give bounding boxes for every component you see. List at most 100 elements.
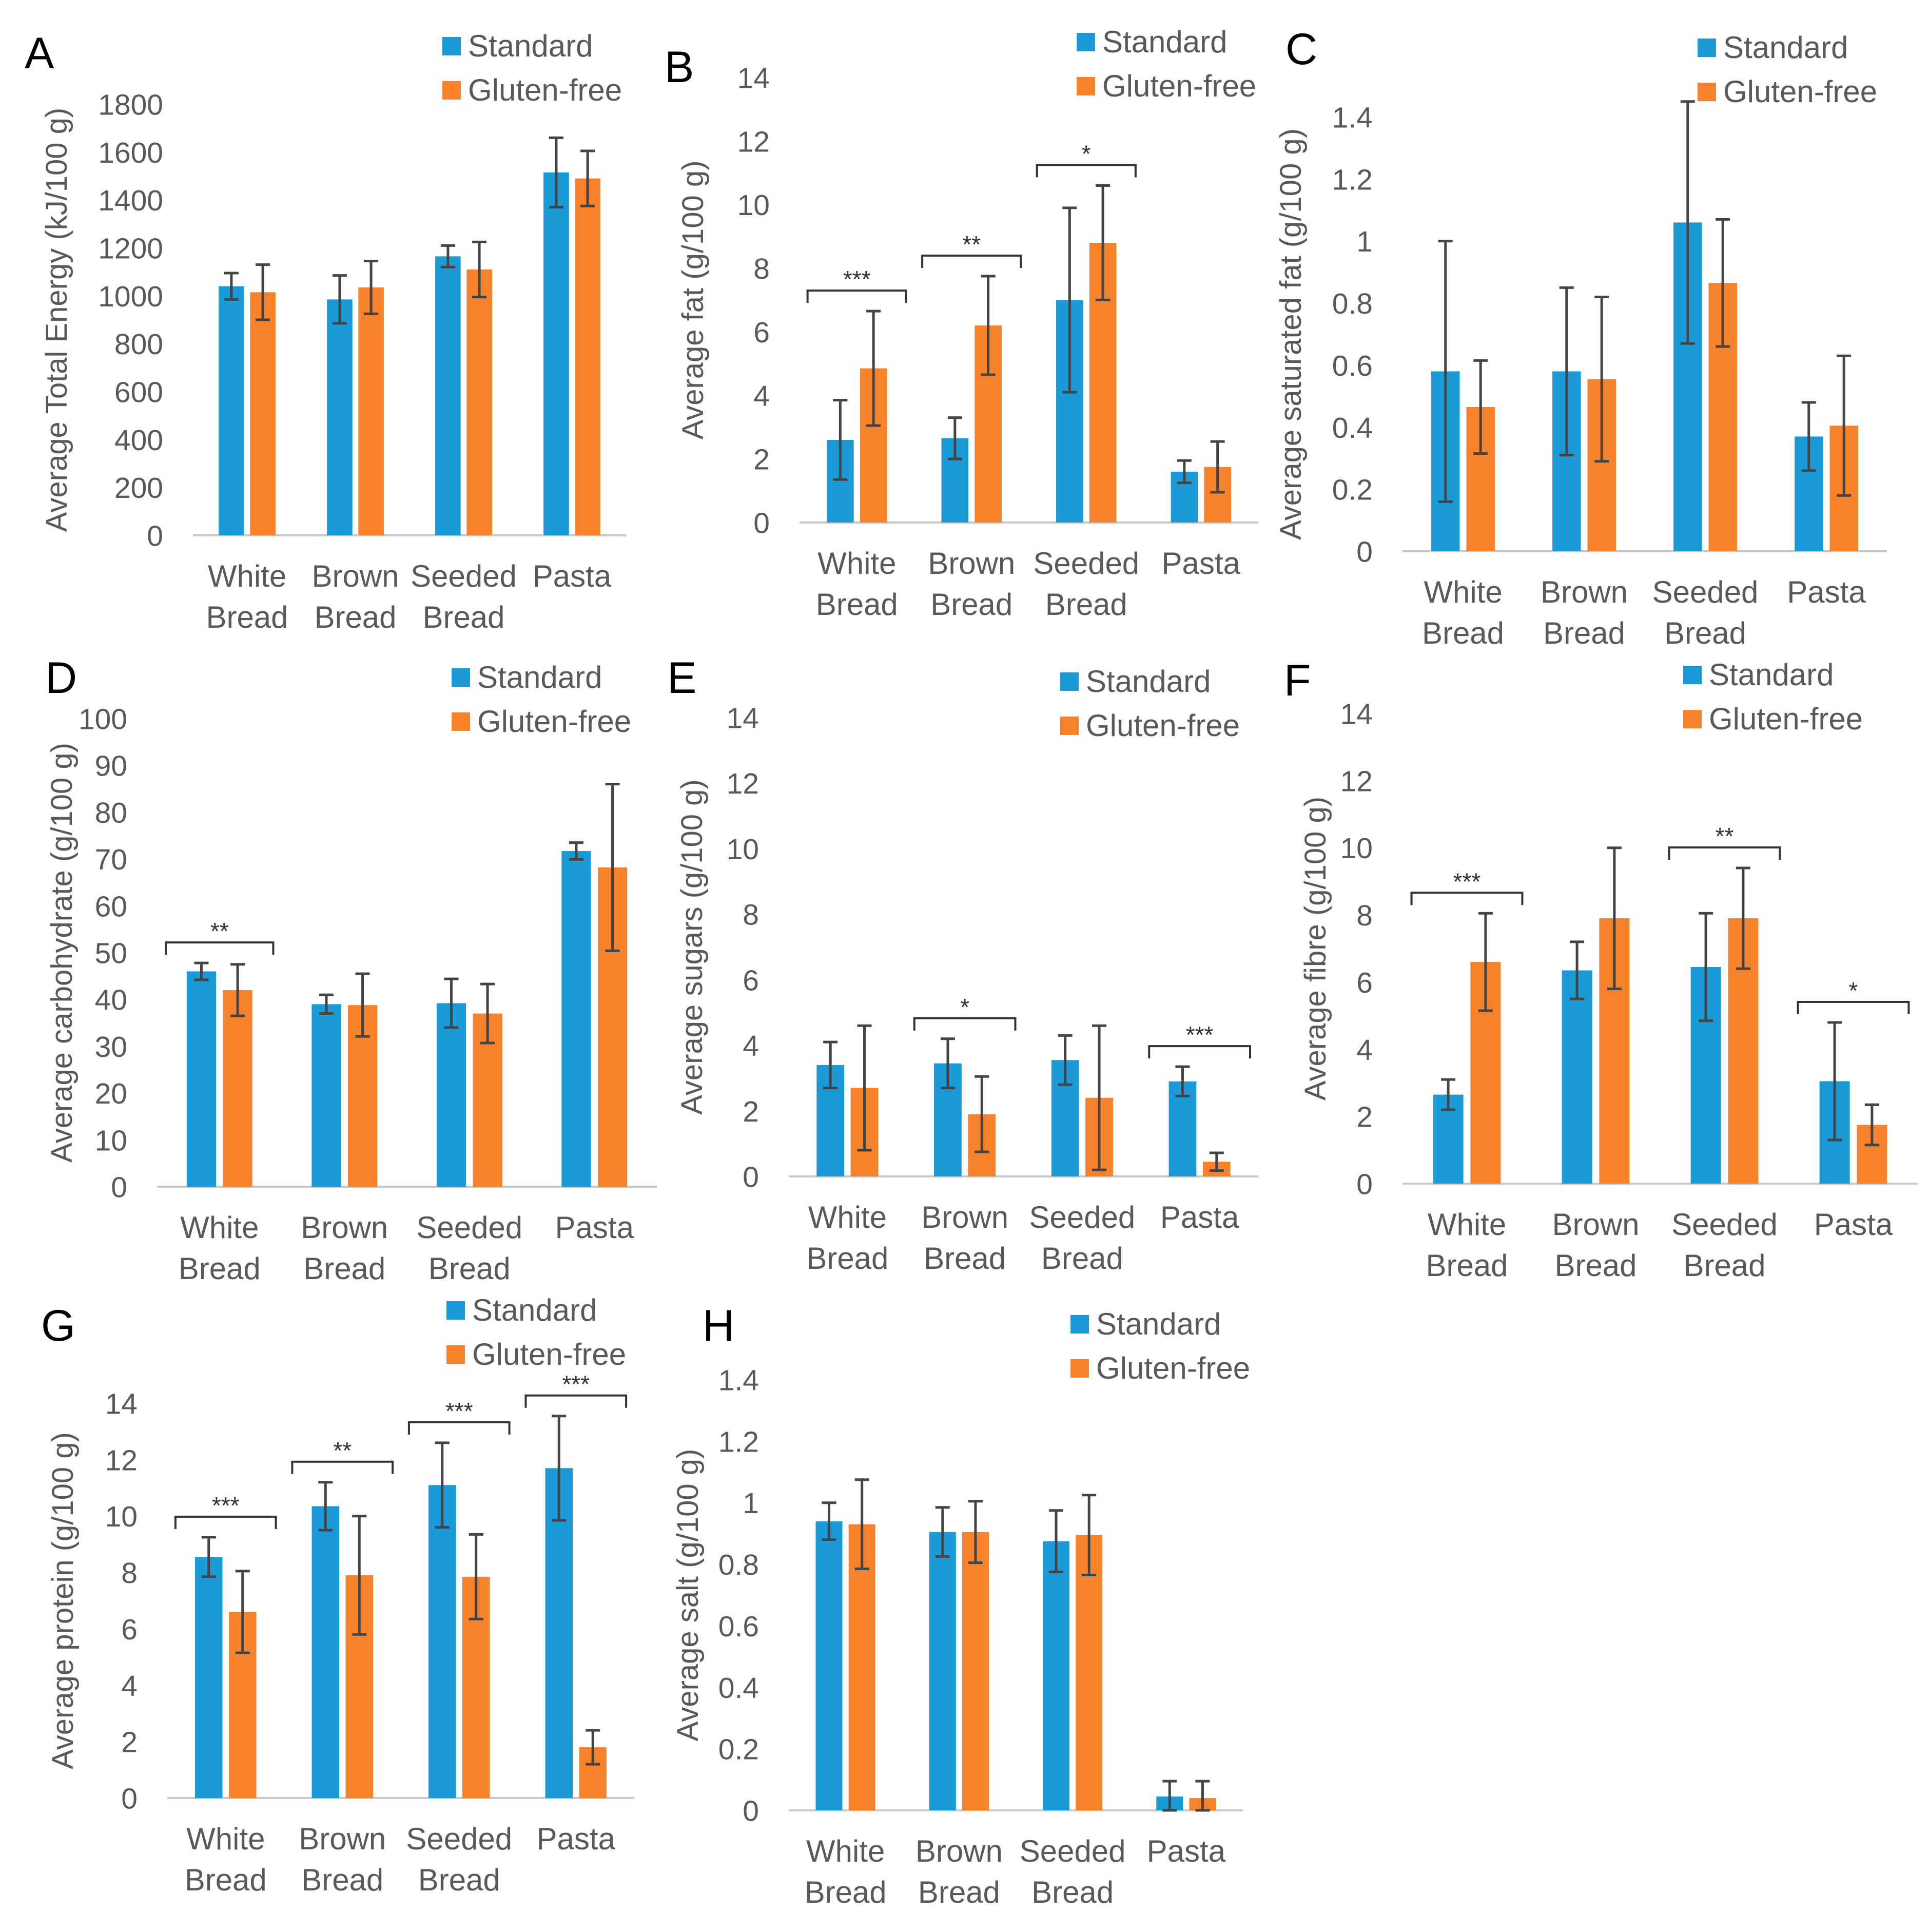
category-label: White Bread: [806, 1200, 888, 1276]
y-axis-title: Average salt (g/100 g): [671, 1449, 705, 1742]
panel-e: E 0 2 4 6 8 10 12 14 Average sugars (g/100 g) Whit…: [667, 653, 1258, 1276]
significance-bracket: [174, 1515, 277, 1529]
significance-label: **: [1716, 823, 1734, 849]
y-axis-title: Average protein (g/100 g): [46, 1432, 80, 1769]
legend-label: Gluten-free: [468, 73, 622, 107]
y-tick-label: 6: [1356, 967, 1373, 999]
y-tick-label: 0.2: [1332, 474, 1373, 507]
y-tick-label: 14: [727, 702, 759, 735]
category-label-line: Brown: [928, 546, 1015, 581]
y-tick-label: 12: [727, 767, 759, 800]
category-label: Brown Bread: [928, 546, 1015, 622]
y-axis-title: Average carbohydrate (g/100 g): [45, 743, 79, 1163]
category-label-line: Bread: [1045, 587, 1127, 622]
legend-label: Gluten-free: [1723, 74, 1877, 109]
y-tick-label: 10: [95, 1124, 127, 1157]
category-label-line: Pasta: [1147, 1834, 1226, 1868]
category-label-line: Brown: [921, 1200, 1008, 1234]
category-label-line: White: [1428, 1207, 1506, 1242]
legend-label: Gluten-free: [477, 704, 631, 739]
category-label: Brown Bread: [311, 559, 399, 634]
category-label-line: Seeded: [1671, 1207, 1778, 1242]
y-tick-label: 8: [743, 899, 759, 932]
significance-bracket: [1410, 892, 1524, 905]
category-label-line: Bread: [206, 600, 288, 634]
bar-standard: [436, 1003, 466, 1187]
category-label: Seeded Bread: [406, 1822, 512, 1897]
y-tick-label: 4: [121, 1670, 138, 1703]
y-tick-label: 10: [105, 1500, 138, 1533]
category-label: Brown Bread: [301, 1210, 388, 1286]
legend-label: Gluten-free: [1096, 1351, 1250, 1385]
bar-standard: [311, 1004, 341, 1187]
legend-label: Gluten-free: [1086, 708, 1240, 743]
y-tick-label: 0: [743, 1795, 759, 1828]
legend-swatch-standard: [446, 1301, 465, 1320]
bar-standard: [435, 256, 461, 535]
significance-label: *: [1849, 977, 1858, 1004]
category-label: White Bread: [206, 559, 288, 634]
y-tick-label: 20: [95, 1077, 127, 1110]
legend-label: Standard: [1096, 1307, 1221, 1341]
category-label-line: Bread: [1031, 1875, 1114, 1909]
y-tick-label: 1: [743, 1487, 759, 1520]
category-label-line: Seeded: [411, 559, 517, 593]
y-tick-label: 1800: [98, 89, 163, 122]
significance-label: ***: [1186, 1021, 1214, 1048]
panel-label: D: [45, 653, 77, 703]
y-tick-label: 4: [753, 380, 770, 413]
y-tick-label: 90: [95, 750, 127, 783]
category-label-line: Bread: [918, 1875, 1000, 1909]
y-tick-label: 0.6: [1332, 350, 1373, 382]
bar-standard: [545, 1468, 573, 1798]
panel-g: G 0 2 4 6 8 10 12 14 Average protein (g/100 g) Whi…: [41, 1293, 634, 1897]
category-label: Seeded Bread: [416, 1210, 522, 1286]
category-label: Brown Bread: [1552, 1207, 1639, 1283]
y-tick-label: 30: [95, 1031, 127, 1064]
bar-standard: [428, 1485, 456, 1798]
y-tick-label: 0.4: [718, 1672, 759, 1705]
bar-gluten-free: [848, 1524, 875, 1810]
category-label-line: Seeded: [1020, 1834, 1126, 1868]
category-label-line: Pasta: [1814, 1207, 1893, 1242]
y-tick-label: 4: [1356, 1034, 1373, 1067]
category-label-line: Pasta: [555, 1210, 634, 1245]
legend-swatch-gluten-free: [1698, 83, 1716, 101]
y-tick-label: 0: [111, 1171, 127, 1204]
bar-standard: [327, 299, 353, 535]
legend-label: Standard: [477, 660, 602, 694]
category-label-line: Brown: [299, 1822, 386, 1856]
significance-bracket: [407, 1421, 511, 1435]
category-label-line: White: [186, 1822, 265, 1856]
bar-gluten-free: [962, 1532, 989, 1810]
legend-swatch-standard: [1683, 666, 1702, 684]
y-tick-label: 8: [121, 1557, 138, 1590]
y-tick-label: 1.4: [718, 1364, 759, 1397]
category-label-line: Bread: [428, 1251, 511, 1286]
significance-label: ***: [212, 1492, 240, 1519]
category-label-line: White: [1424, 575, 1502, 609]
significance-label: ***: [1453, 868, 1481, 895]
panel-label: A: [25, 29, 54, 78]
category-label: Brown Bread: [915, 1834, 1003, 1909]
category-label: Seeded Bread: [1020, 1834, 1126, 1909]
panel-f: F 0 2 4 6 8 10 12 14 Average fibre (g/100 g) White…: [1284, 656, 1918, 1283]
category-label-line: Bread: [1422, 616, 1504, 650]
y-tick-label: 1400: [98, 184, 163, 217]
category-label-line: Bread: [806, 1241, 888, 1276]
y-tick-label: 800: [114, 328, 163, 361]
category-label-line: Pasta: [533, 559, 612, 593]
category-label-line: Seeded: [1033, 546, 1139, 581]
y-tick-label: 1200: [98, 233, 163, 265]
y-axis-title: Average Total Energy (kJ/100 g): [40, 108, 73, 532]
y-tick-label: 0: [753, 507, 770, 540]
y-axis-title: Average fat (g/100 g): [676, 161, 710, 440]
legend-swatch-gluten-free: [1683, 710, 1702, 728]
legend-swatch-standard: [452, 668, 470, 687]
y-tick-label: 2: [121, 1726, 138, 1759]
category-label-line: Seeded: [416, 1210, 522, 1245]
category-label-line: Pasta: [537, 1822, 616, 1856]
significance-bracket: [1797, 1000, 1910, 1014]
category-label-line: Bread: [301, 1863, 383, 1897]
